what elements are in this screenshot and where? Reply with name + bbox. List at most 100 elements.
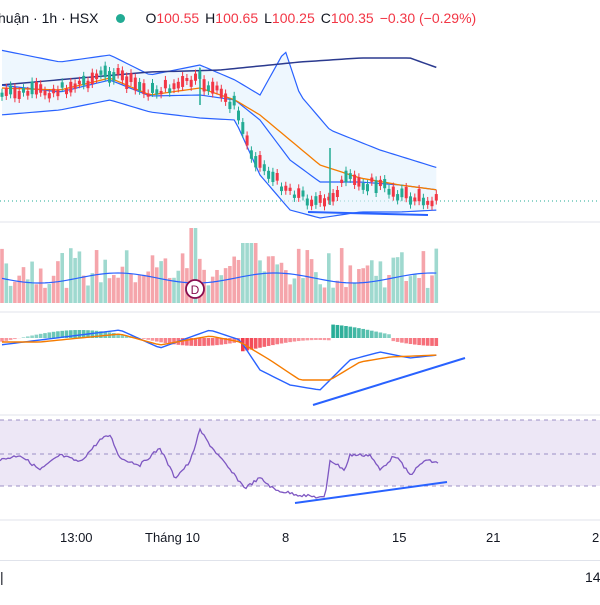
macd-histogram-bar: [142, 338, 146, 339]
exchange-label: HSX: [70, 10, 99, 26]
macd-histogram-bar: [379, 332, 383, 338]
candle-body: [375, 180, 378, 193]
volume-bar: [211, 277, 215, 303]
macd-histogram-bar: [409, 338, 413, 344]
candle-body: [392, 187, 395, 197]
candle-body: [5, 88, 8, 96]
volume-bar: [349, 265, 353, 303]
macd-histogram-bar: [26, 336, 30, 338]
candle-body: [370, 178, 373, 182]
candle-body: [65, 89, 68, 94]
candle-body: [228, 102, 231, 109]
macd-histogram-bar: [267, 338, 271, 346]
volume-bar: [91, 273, 95, 303]
candle-body: [405, 187, 408, 198]
macd-histogram-bar: [35, 335, 39, 338]
candle-body: [271, 172, 274, 182]
volume-bar: [215, 270, 219, 303]
candle-body: [18, 91, 21, 99]
x-axis-label-thang10: Tháng 10: [145, 530, 200, 545]
volume-bar: [52, 276, 56, 303]
volume-bar: [22, 267, 26, 303]
candle-body: [78, 81, 81, 84]
candle-body: [431, 201, 434, 206]
candle-body: [362, 183, 365, 190]
candle-body: [151, 83, 154, 93]
volume-bar: [413, 274, 417, 303]
macd-histogram-bar: [284, 338, 288, 343]
candle-body: [22, 88, 25, 93]
volume-bar: [310, 259, 314, 303]
candle-body: [211, 82, 214, 94]
candle-body: [125, 76, 128, 89]
open-value: 100.55: [156, 10, 199, 26]
macd-histogram-bar: [310, 338, 314, 340]
macd-histogram-bar: [396, 338, 400, 342]
volume-bar: [35, 284, 39, 303]
volume-bar: [241, 243, 245, 303]
macd-histogram-bar: [306, 338, 310, 340]
candle-body: [241, 122, 244, 134]
candle-body: [1, 93, 4, 97]
candle-body: [216, 86, 219, 91]
macd-histogram-bar: [159, 338, 163, 342]
macd-histogram-bar: [275, 338, 279, 344]
macd-histogram-bar: [0, 338, 4, 342]
dividend-marker-label: D: [191, 283, 200, 297]
macd-histogram-bar: [271, 338, 275, 345]
volume-bar: [379, 261, 383, 303]
candle-body: [310, 200, 313, 206]
volume-bar: [366, 265, 370, 303]
volume-bar: [95, 250, 99, 303]
volume-bar: [232, 257, 236, 303]
volume-bar: [336, 281, 340, 303]
candle-body: [349, 173, 352, 179]
low-key: L: [264, 10, 272, 26]
candle-body: [276, 173, 279, 181]
macd-histogram-bar: [387, 334, 391, 338]
candle-body: [44, 91, 47, 96]
candle-body: [134, 78, 137, 91]
volume-bar: [361, 268, 365, 303]
macd-histogram-bar: [417, 338, 421, 345]
bollinger-band-fill: [2, 50, 436, 218]
candle-body: [418, 189, 421, 201]
macd-histogram-bar: [383, 333, 387, 338]
volume-bar: [9, 286, 13, 303]
volume-bar: [263, 271, 267, 303]
x-axis-label-15: 15: [392, 530, 406, 545]
candle-body: [422, 198, 425, 205]
volume-bar: [430, 275, 434, 303]
volume-bar: [151, 255, 155, 303]
volume-bar: [314, 272, 318, 303]
candle-body: [56, 90, 59, 97]
symbol-name[interactable]: huận: [0, 10, 29, 26]
candle-body: [181, 76, 184, 87]
candle-body: [254, 156, 257, 167]
candle-body: [284, 186, 287, 191]
volume-bar: [284, 270, 288, 303]
candle-body: [224, 93, 227, 101]
macd-histogram-bar: [211, 338, 215, 345]
candle-body: [280, 187, 283, 192]
macd-histogram-bar: [263, 338, 267, 347]
candle-body: [366, 184, 369, 191]
candle-body: [357, 177, 360, 186]
volume-bar: [258, 260, 262, 303]
candle-body: [340, 180, 343, 183]
macd-histogram-bar: [288, 338, 292, 342]
macd-histogram-bar: [151, 338, 155, 341]
candle-body: [297, 188, 300, 198]
volume-bar: [340, 248, 344, 303]
macd-histogram-bar: [314, 338, 318, 340]
volume-bar: [17, 276, 21, 303]
volume-bar: [357, 269, 361, 303]
macd-histogram-bar: [43, 333, 47, 338]
macd-histogram-bar: [52, 332, 56, 338]
candle-body: [190, 80, 193, 87]
bottom-right-time[interactable]: 14: [585, 569, 600, 585]
interval-label[interactable]: 1h: [42, 10, 58, 26]
volume-bar: [250, 243, 254, 303]
